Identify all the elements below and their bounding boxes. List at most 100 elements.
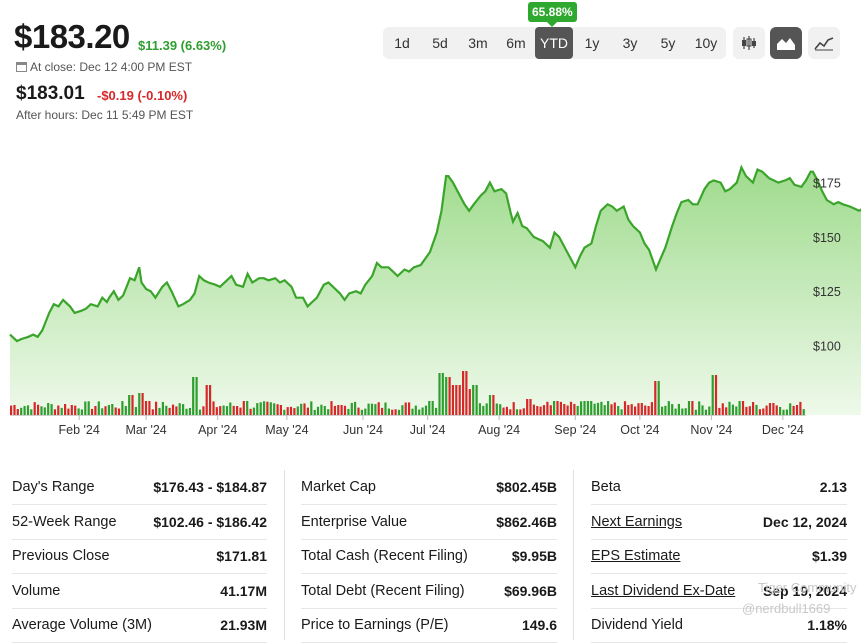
x-tick-label: Jul '24 <box>410 423 446 437</box>
volume-bar <box>576 405 579 415</box>
x-tick-label: Sep '24 <box>554 423 596 437</box>
stat-label[interactable]: EPS Estimate <box>591 548 681 564</box>
volume-bar <box>779 407 782 415</box>
volume-bar <box>246 401 249 415</box>
volume-bar <box>53 409 56 415</box>
range-3y[interactable]: 3y <box>622 35 638 51</box>
range-6m[interactable]: 6m <box>506 35 526 51</box>
volume-bar <box>316 406 320 415</box>
stat-value: 149.6 <box>521 617 557 633</box>
volume-bar <box>20 407 23 415</box>
volume-bar <box>414 405 417 415</box>
candlestick-chart-button[interactable] <box>733 27 765 59</box>
volume-bar <box>165 405 168 415</box>
stat-row: Total Debt (Recent Filing) $69.96B <box>301 574 557 609</box>
volume-bar <box>364 408 367 415</box>
volume-bar <box>43 407 46 415</box>
watermark: Tiger Community @nerdbull1669 <box>722 578 856 620</box>
stat-value: $171.81 <box>216 548 267 564</box>
volume-bar <box>448 377 451 415</box>
area-chart-button[interactable] <box>770 27 802 59</box>
volume-bar <box>101 408 104 415</box>
volume-bar <box>269 402 272 415</box>
volume-bar <box>350 402 353 415</box>
volume-bar <box>654 381 657 415</box>
volume-bar <box>232 405 235 415</box>
range-10y[interactable]: 10y <box>694 35 718 51</box>
volume-bar <box>286 407 289 415</box>
volume-bar <box>144 401 148 415</box>
volume-bar <box>657 381 660 415</box>
range-1y[interactable]: 1y <box>584 35 600 51</box>
volume-bar <box>33 402 36 415</box>
volume-bar <box>134 407 137 415</box>
line-chart-icon <box>814 37 834 51</box>
current-price: $183.20 <box>14 18 130 55</box>
volume-bar <box>168 407 171 415</box>
volume-bar <box>360 409 363 415</box>
volume-bar <box>745 406 748 415</box>
volume-bar <box>151 409 154 415</box>
volume-bar <box>708 406 711 415</box>
volume-bar <box>57 405 60 415</box>
volume-bar <box>343 405 347 415</box>
volume-bar <box>209 385 212 415</box>
volume-bar <box>185 408 188 415</box>
volume-bar <box>13 405 16 415</box>
line-chart-button[interactable] <box>808 27 840 59</box>
volume-bar <box>583 401 586 415</box>
volume-bar <box>607 401 610 415</box>
volume-bar <box>475 385 478 415</box>
x-tick-label: Aug '24 <box>478 423 520 437</box>
volume-bar <box>714 375 718 415</box>
volume-bar <box>472 385 475 415</box>
y-tick-label: $125 <box>813 285 841 299</box>
volume-bar <box>37 404 40 415</box>
volume-bar <box>330 401 333 415</box>
volume-bar <box>404 402 407 415</box>
volume-bar <box>283 409 286 415</box>
volume-bar <box>441 373 444 415</box>
volume-bar <box>428 401 431 415</box>
range-3m[interactable]: 3m <box>468 35 488 51</box>
stat-row: 52-Week Range $102.46 - $186.42 <box>12 505 267 540</box>
volume-bar <box>684 408 687 415</box>
volume-bar <box>279 405 282 415</box>
volume-bar <box>313 409 316 415</box>
volume-bar <box>370 403 374 415</box>
stat-value: $1.39 <box>811 548 847 564</box>
volume-bar <box>532 404 535 415</box>
volume-bar <box>215 407 218 415</box>
volume-bar <box>755 404 758 415</box>
volume-bar <box>637 403 640 415</box>
volume-bar <box>741 401 745 415</box>
volume-bar <box>74 405 77 415</box>
volume-bar <box>661 406 664 415</box>
volume-bar <box>691 401 694 415</box>
stat-label[interactable]: Next Earnings <box>591 513 683 530</box>
volume-bar <box>704 409 707 415</box>
volume-bar <box>236 406 239 415</box>
price-area <box>10 167 861 415</box>
range-ytd[interactable]: YTD <box>535 27 573 59</box>
volume-bar <box>64 404 67 415</box>
x-tick-label: Dec '24 <box>762 423 804 437</box>
volume-bar <box>701 405 704 415</box>
volume-bar <box>596 402 600 415</box>
volume-bar <box>509 409 512 415</box>
volume-bar <box>667 401 670 415</box>
volume-bar <box>731 404 734 415</box>
range-1d[interactable]: 1d <box>394 35 410 51</box>
range-5d[interactable]: 5d <box>432 35 448 51</box>
close-time-label: At close: Dec 12 4:00 PM EST <box>30 60 193 74</box>
stat-label[interactable]: Last Dividend Ex-Date <box>591 582 736 599</box>
volume-bar <box>327 409 330 415</box>
volume-bar <box>799 401 802 415</box>
volume-bar <box>259 402 262 415</box>
volume-bar <box>374 404 377 415</box>
range-5y[interactable]: 5y <box>660 35 676 51</box>
volume-bar <box>617 406 620 415</box>
volume-bar <box>546 401 549 415</box>
volume-bar <box>155 401 158 415</box>
volume-bar <box>377 402 380 415</box>
